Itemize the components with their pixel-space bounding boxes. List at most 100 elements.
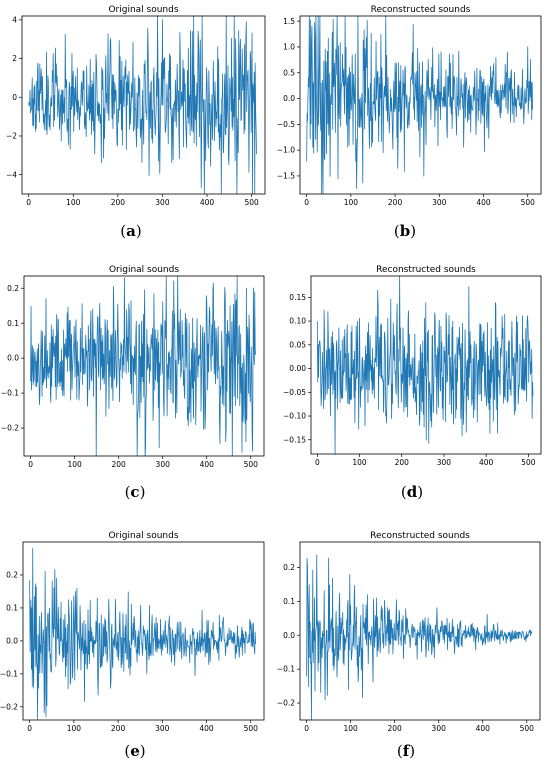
y-tick-label: 0.1 [6, 604, 18, 613]
plot-frame [21, 15, 266, 195]
y-tick-label: 0.2 [7, 284, 19, 293]
y-tick-label: 0.10 [289, 317, 306, 326]
caption-a: (a) [120, 222, 142, 240]
x-tick-label: 500 [521, 458, 536, 467]
y-tick-label: 4 [12, 15, 17, 24]
y-tick-label: 0.0 [7, 354, 19, 363]
plot-frame [310, 275, 542, 455]
plot-frame [23, 275, 265, 457]
chart-panel-e: Original sounds 0 100 200 300 400 500 −0.2 −0.1 0… [0, 520, 275, 735]
x-tick-label: 0 [304, 724, 309, 733]
chart-f: Reconstructed sounds 0 100 200 300 400 500 −0.2… [277, 531, 541, 733]
y-tick-label: −0.10 [283, 412, 306, 421]
x-tick-label: 500 [244, 460, 259, 469]
x-tick-label: 400 [200, 460, 215, 469]
x-tick-label: 400 [200, 198, 215, 207]
chart-title: Original sounds [109, 265, 179, 275]
chart-panel-a: Original sounds 0 100 200 300 400 500 −4 −2 0 2 4 [0, 0, 275, 215]
series-line-0 [28, 15, 257, 195]
chart-panel-f: Reconstructed sounds 0 100 200 300 400 500 −0.2… [275, 520, 550, 735]
y-tick-label: −0.1 [0, 669, 18, 678]
chart-b: Reconstructed sounds 0 100 200 300 400 500 −1.5… [277, 5, 542, 207]
y-tick-label: −1.5 [277, 172, 295, 181]
x-tick-label: 200 [111, 724, 126, 733]
chart-d: Reconstructed sounds 0 100 200 300 400 500 −0.1… [283, 265, 542, 467]
x-tick-label: 100 [67, 724, 82, 733]
x-tick-label: 200 [112, 460, 127, 469]
y-tick-label: −0.2 [1, 424, 19, 433]
x-tick-label: 400 [479, 458, 494, 467]
y-tick-label: 0.15 [289, 293, 306, 302]
x-tick-label: 300 [155, 198, 170, 207]
y-tick-label: 2 [12, 54, 17, 63]
y-tick-label: −0.15 [283, 435, 306, 444]
y-tick-label: 0.0 [6, 636, 18, 645]
y-tick-label: −0.2 [0, 702, 18, 711]
chart-panel-d: Reconstructed sounds 0 100 200 300 400 500 −0.1… [275, 260, 550, 475]
x-tick-label: 500 [244, 198, 259, 207]
x-tick-label: 0 [26, 198, 31, 207]
y-tick-label: 0.2 [6, 571, 18, 580]
y-tick-label: 0.1 [7, 319, 19, 328]
caption-c: (c) [124, 483, 146, 501]
chart-c: Original sounds 0 100 200 300 400 500 −0.2 −0.1 0… [1, 265, 265, 469]
x-tick-label: 100 [343, 724, 358, 733]
chart-e: Original sounds 0 100 200 300 400 500 −0.2 −0.1 0… [0, 531, 265, 733]
x-tick-label: 500 [521, 198, 536, 207]
x-tick-label: 200 [111, 198, 126, 207]
series-line-0 [29, 547, 256, 720]
y-tick-label: 0.1 [283, 597, 295, 606]
x-tick-label: 400 [476, 198, 491, 207]
x-tick-label: 500 [520, 724, 535, 733]
series-line-0 [30, 275, 257, 457]
y-tick-label: −0.05 [283, 388, 306, 397]
y-tick-label: 0 [12, 93, 17, 102]
y-tick-label: −0.1 [277, 665, 295, 674]
y-tick-label: 0.5 [283, 68, 295, 77]
plot-frame [22, 541, 265, 721]
caption-d: (d) [400, 483, 424, 501]
x-tick-label: 400 [199, 724, 214, 733]
chart-title: Reconstructed sounds [370, 531, 470, 541]
y-tick-label: 0.2 [283, 563, 295, 572]
plot-frame [299, 15, 542, 195]
caption-f: (f) [396, 742, 416, 760]
x-tick-label: 300 [432, 724, 447, 733]
y-tick-label: −4 [6, 170, 17, 179]
y-tick-label: 0.00 [289, 364, 306, 373]
x-tick-label: 0 [315, 458, 320, 467]
x-tick-label: 200 [395, 458, 410, 467]
x-tick-label: 300 [437, 458, 452, 467]
x-tick-label: 0 [28, 460, 33, 469]
y-tick-label: −2 [6, 132, 17, 141]
series-line-0 [306, 15, 533, 195]
x-tick-label: 100 [352, 458, 367, 467]
chart-title: Reconstructed sounds [371, 5, 471, 15]
x-tick-label: 0 [304, 198, 309, 207]
plot-frame [299, 541, 541, 721]
y-tick-label: 1.5 [283, 17, 295, 26]
chart-a: Original sounds 0 100 200 300 400 500 −4 −2 0 2 4 [6, 5, 266, 207]
caption-e: (e) [124, 742, 146, 760]
chart-panel-b: Reconstructed sounds 0 100 200 300 400 500 −1.5… [275, 0, 550, 215]
x-tick-label: 100 [344, 198, 359, 207]
chart-title: Reconstructed sounds [376, 265, 476, 275]
x-tick-label: 500 [244, 724, 259, 733]
y-tick-label: −1.0 [277, 146, 295, 155]
series-line-0 [306, 554, 533, 721]
x-tick-label: 200 [388, 198, 403, 207]
chart-panel-c: Original sounds 0 100 200 300 400 500 −0.2 −0.1 0… [0, 260, 275, 475]
y-tick-label: 0.0 [283, 631, 295, 640]
x-tick-label: 100 [66, 198, 81, 207]
x-tick-label: 300 [432, 198, 447, 207]
y-tick-label: 0.05 [289, 340, 306, 349]
x-tick-label: 400 [476, 724, 491, 733]
x-tick-label: 300 [155, 724, 170, 733]
y-tick-label: −0.5 [277, 120, 295, 129]
series-line-0 [316, 275, 534, 455]
chart-title: Original sounds [108, 5, 178, 15]
x-tick-label: 200 [388, 724, 403, 733]
y-tick-label: −0.2 [277, 699, 295, 708]
caption-b: (b) [393, 222, 417, 240]
y-tick-label: 1.0 [283, 43, 295, 52]
